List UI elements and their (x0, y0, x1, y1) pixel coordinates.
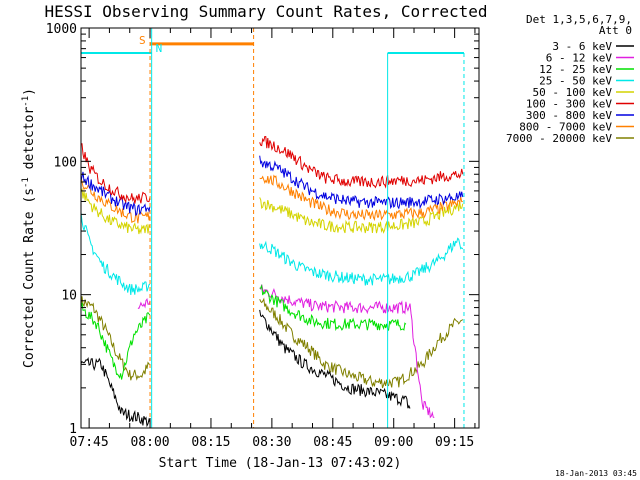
series-4-line-2 (259, 237, 464, 286)
series-7 (80, 155, 464, 216)
series-8-line-2 (259, 174, 463, 222)
series-7-line-1 (80, 171, 151, 216)
series-6 (81, 135, 464, 204)
series-6-line-1 (81, 143, 151, 204)
x-tick-label: 07:45 (70, 435, 109, 450)
x-tick-label: 09:15 (435, 435, 474, 450)
series-8-line-1 (80, 176, 151, 224)
legend-label: 300 - 800 keV (526, 109, 612, 122)
series-9 (80, 296, 464, 389)
x-tick-label: 09:00 (374, 435, 413, 450)
series-6-line-2 (259, 135, 464, 189)
series-5-line-1 (80, 187, 151, 235)
series-5 (80, 187, 464, 235)
chart-title: HESSI Observing Summary Count Rates, Cor… (44, 2, 487, 21)
x-tick-label: 08:15 (191, 435, 230, 450)
series-3-line-2 (259, 284, 407, 332)
legend-label: 800 - 7000 keV (519, 121, 612, 134)
x-axis-label: Start Time (18-Jan-13 07:43:02) (159, 456, 402, 471)
series-2-line-2 (259, 284, 435, 419)
y-tick-label: 100 (54, 155, 77, 170)
marker-label-s: S (139, 34, 146, 47)
markers: SN (81, 28, 465, 428)
series-9-line-2 (259, 297, 464, 389)
plot-frame (80, 27, 480, 429)
y-tick-label: 1000 (46, 22, 77, 37)
series-4 (80, 212, 464, 295)
marker-label-n: N (156, 42, 163, 55)
y-axis-label: Corrected Count Rate (s-1 detector-1) (21, 88, 37, 368)
x-tick-label: 08:45 (313, 435, 352, 450)
series-1-line-1 (80, 357, 151, 428)
legend-header: Det 1,3,5,6,7,9, (526, 13, 632, 26)
series-5-line-2 (259, 197, 464, 234)
footer-timestamp: 18-Jan-2013 03:45 (555, 469, 637, 478)
series-1-line-2 (259, 309, 411, 409)
x-tick-label: 08:00 (130, 435, 169, 450)
series-1 (80, 309, 411, 428)
series-4-line-1 (80, 212, 151, 295)
legend-label: 3 - 6 keV (552, 40, 612, 53)
legend-label: 100 - 300 keV (526, 98, 612, 111)
legend-label: 25 - 50 keV (539, 75, 612, 88)
series-8 (80, 174, 463, 224)
series-7-line-2 (259, 155, 464, 210)
x-tick-label: 08:30 (252, 435, 291, 450)
y-tick-label: 10 (61, 289, 77, 304)
legend-label: 50 - 100 keV (533, 86, 613, 99)
legend-label: 6 - 12 keV (546, 52, 613, 65)
legend-label: 12 - 25 keV (539, 63, 612, 76)
series-3-line-1 (80, 302, 151, 380)
legend-label: 7000 - 20000 keV (506, 132, 612, 145)
series-9-line-1 (80, 296, 151, 381)
y-tick-label: 1 (69, 422, 77, 437)
series-2-line-1 (137, 297, 151, 310)
legend-header: Att 0 (599, 24, 632, 37)
series-3 (80, 284, 407, 380)
series-2 (137, 284, 435, 419)
